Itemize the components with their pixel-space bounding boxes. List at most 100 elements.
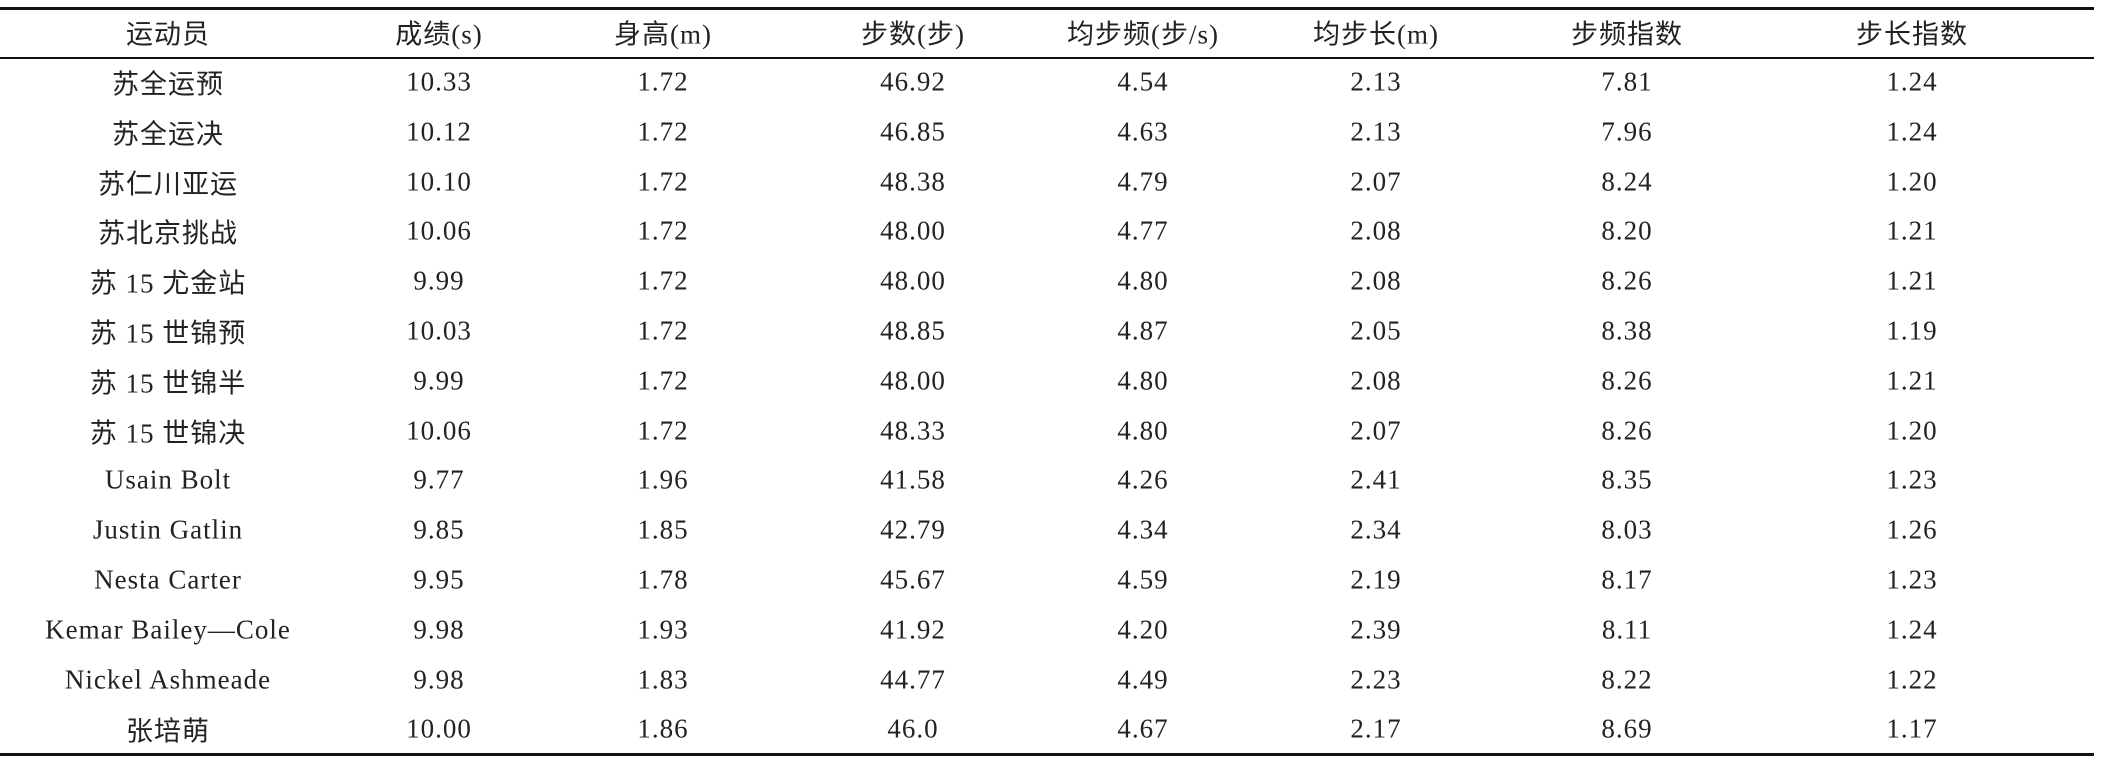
table-cell: 4.34	[1117, 514, 1169, 545]
table-cell: 2.08	[1350, 265, 1402, 296]
table-cell: 2.34	[1350, 514, 1402, 545]
table-cell: 42.79	[880, 514, 946, 545]
table-cell: 1.21	[1886, 215, 1938, 246]
table-cell: 9.95	[413, 564, 465, 595]
table-cell: 1.96	[637, 464, 689, 495]
table-cell: 1.24	[1886, 66, 1938, 97]
table-cell: 46.0	[887, 713, 939, 744]
table-cell: 1.20	[1886, 415, 1938, 446]
table-cell: 1.78	[637, 564, 689, 595]
table-cell: 8.26	[1601, 365, 1653, 396]
table-cell: 7.81	[1601, 66, 1653, 97]
table-cell: 1.83	[637, 664, 689, 695]
athlete-name: 苏 15 世锦决	[89, 418, 247, 449]
athlete-name: Kemar Bailey—Cole	[45, 614, 291, 645]
header-cell: 成绩(s)	[395, 19, 483, 50]
table-cell: 2.19	[1350, 564, 1402, 595]
table-cell: 2.08	[1350, 365, 1402, 396]
table-cell: 8.26	[1601, 265, 1653, 296]
header-cell: 步长指数	[1856, 19, 1968, 50]
athlete-name: Justin Gatlin	[92, 514, 244, 545]
header-cell: 均步长(m)	[1313, 19, 1439, 50]
athlete-name: 张培萌	[126, 716, 210, 747]
athlete-name: 苏全运预	[112, 69, 224, 100]
table-cell: 1.72	[637, 166, 689, 197]
table-cell: 1.23	[1886, 564, 1938, 595]
table-cell: 46.85	[880, 116, 946, 147]
top-rule	[0, 7, 2094, 10]
table-cell: 9.99	[413, 265, 465, 296]
table-cell: 2.05	[1350, 315, 1402, 346]
table-cell: 1.19	[1886, 315, 1938, 346]
table-cell: 10.06	[406, 215, 472, 246]
table-cell: 1.21	[1886, 265, 1938, 296]
header-cell: 步数(步)	[861, 19, 965, 50]
header-cell: 运动员	[126, 19, 210, 50]
table-cell: 4.59	[1117, 564, 1169, 595]
athlete-name: 苏仁川亚运	[98, 169, 238, 200]
table-cell: 48.33	[880, 415, 946, 446]
table-cell: 10.33	[406, 66, 472, 97]
table-cell: 9.99	[413, 365, 465, 396]
table-cell: 1.24	[1886, 614, 1938, 645]
table-cell: 8.26	[1601, 415, 1653, 446]
table-cell: 1.72	[637, 116, 689, 147]
table-cell: 8.03	[1601, 514, 1653, 545]
table-cell: 8.38	[1601, 315, 1653, 346]
table-cell: 4.77	[1117, 215, 1169, 246]
athlete-name: 苏 15 尤金站	[89, 268, 247, 299]
table-cell: 10.10	[406, 166, 472, 197]
table-cell: 4.79	[1117, 166, 1169, 197]
header-cell: 身高(m)	[614, 19, 712, 50]
table-cell: 48.85	[880, 315, 946, 346]
bottom-rule	[0, 753, 2094, 756]
table-cell: 45.67	[880, 564, 946, 595]
table-cell: 1.72	[637, 315, 689, 346]
header-cell: 均步频(步/s)	[1067, 19, 1219, 50]
table-cell: 46.92	[880, 66, 946, 97]
table-cell: 1.72	[637, 415, 689, 446]
table-cell: 4.87	[1117, 315, 1169, 346]
table-cell: 8.69	[1601, 713, 1653, 744]
athlete-name: Nickel Ashmeade	[64, 664, 272, 695]
table-cell: 9.98	[413, 614, 465, 645]
table-cell: 2.41	[1350, 464, 1402, 495]
athlete-name: Usain Bolt	[104, 464, 232, 495]
table-cell: 4.26	[1117, 464, 1169, 495]
table-cell: 2.13	[1350, 116, 1402, 147]
table-cell: 9.98	[413, 664, 465, 695]
table-cell: 4.80	[1117, 415, 1169, 446]
athlete-name: 苏 15 世锦半	[89, 368, 247, 399]
table-cell: 2.08	[1350, 215, 1402, 246]
header-cell: 步频指数	[1571, 19, 1683, 50]
table-cell: 4.67	[1117, 713, 1169, 744]
table-cell: 8.20	[1601, 215, 1653, 246]
table-cell: 8.17	[1601, 564, 1653, 595]
table-cell: 4.49	[1117, 664, 1169, 695]
table-cell: 8.11	[1601, 614, 1653, 645]
table-cell: 4.54	[1117, 66, 1169, 97]
table-cell: 4.63	[1117, 116, 1169, 147]
table-cell: 2.07	[1350, 415, 1402, 446]
table-cell: 1.93	[637, 614, 689, 645]
table-cell: 4.80	[1117, 265, 1169, 296]
table-cell: 48.00	[880, 365, 946, 396]
table-cell: 1.72	[637, 365, 689, 396]
table-cell: 1.26	[1886, 514, 1938, 545]
athlete-name: 苏北京挑战	[98, 218, 238, 249]
table-cell: 4.80	[1117, 365, 1169, 396]
table-cell: 10.03	[406, 315, 472, 346]
table-cell: 41.58	[880, 464, 946, 495]
athlete-name: 苏 15 世锦预	[89, 318, 247, 349]
athlete-name: Nesta Carter	[94, 564, 242, 595]
table-cell: 10.12	[406, 116, 472, 147]
table-cell: 9.77	[413, 464, 465, 495]
header-rule	[0, 57, 2094, 59]
table-cell: 2.17	[1350, 713, 1402, 744]
table-cell: 1.23	[1886, 464, 1938, 495]
table-cell: 48.00	[880, 215, 946, 246]
table-cell: 48.38	[880, 166, 946, 197]
athlete-name: 苏全运决	[112, 119, 224, 150]
table-cell: 2.13	[1350, 66, 1402, 97]
